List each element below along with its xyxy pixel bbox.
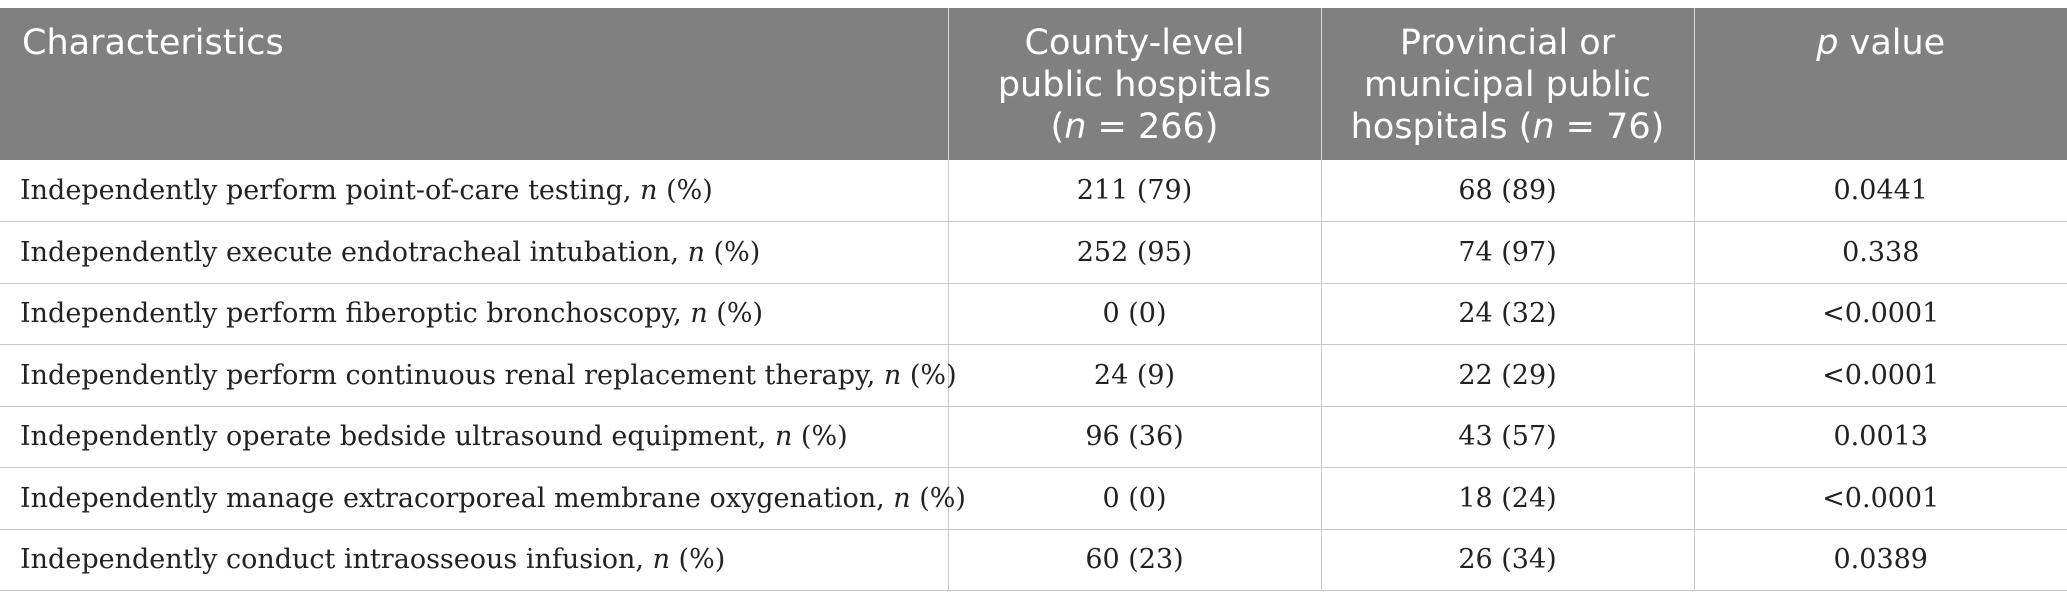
cell-provincial: 26 (34) xyxy=(1321,529,1695,591)
row-label-pct: (%) xyxy=(901,359,957,391)
cell-p-value: 0.0441 xyxy=(1694,160,2067,222)
row-label-n: n xyxy=(652,544,670,576)
row-label: Independently conduct intraosseous infus… xyxy=(0,529,949,591)
header-row: Characteristics County-level public hosp… xyxy=(0,8,2067,160)
cell-p-value: <0.0001 xyxy=(1694,467,2067,530)
row-label-text: Independently perform continuous renal r… xyxy=(20,359,884,391)
cell-p-value: 0.0389 xyxy=(1694,529,2067,591)
cell-provincial: 68 (89) xyxy=(1321,160,1695,222)
row-label-pct: (%) xyxy=(792,421,848,453)
results-table-container: Characteristics County-level public hosp… xyxy=(0,8,2067,591)
row-label-pct: (%) xyxy=(910,482,966,514)
row-label: Independently perform point-of-care test… xyxy=(0,160,949,222)
row-label: Independently perform continuous renal r… xyxy=(0,344,957,407)
cell-provincial: 74 (97) xyxy=(1321,221,1695,284)
row-label-text: Independently execute endotracheal intub… xyxy=(20,236,688,268)
row-label-pct: (%) xyxy=(657,175,713,206)
cell-provincial: 18 (24) xyxy=(1321,467,1695,530)
header-county-line1: County-level xyxy=(1024,23,1245,63)
cell-county: 0 (0) xyxy=(948,467,1322,530)
row-label-text: Independently perform fiberoptic broncho… xyxy=(20,298,691,330)
header-county-n: n xyxy=(1064,107,1087,147)
table-row: Independently perform fiberoptic broncho… xyxy=(0,283,2067,345)
row-label-pct: (%) xyxy=(704,236,761,268)
cell-p-value: 0.0013 xyxy=(1694,406,2067,468)
cell-county: 96 (36) xyxy=(948,406,1322,468)
header-characteristics-text: Characteristics xyxy=(22,23,284,63)
header-provincial-line3-pre: hospitals ( xyxy=(1350,107,1533,147)
row-label-text: Independently perform point-of-care test… xyxy=(20,175,641,206)
table-row: Independently perform point-of-care test… xyxy=(0,160,2067,222)
row-label-pct: (%) xyxy=(669,544,726,576)
cell-p-value: 0.338 xyxy=(1694,221,2067,284)
row-label-n: n xyxy=(690,298,708,330)
cell-county: 60 (23) xyxy=(948,529,1322,591)
header-p-rest: value xyxy=(1838,23,1946,63)
header-provincial-line1: Provincial or xyxy=(1399,23,1616,63)
cell-county: 252 (95) xyxy=(948,221,1322,284)
cell-county: 211 (79) xyxy=(948,160,1322,222)
table-header: Characteristics County-level public hosp… xyxy=(0,8,2067,160)
header-county-line3-rest: = 266) xyxy=(1086,107,1219,147)
results-table: Characteristics County-level public hosp… xyxy=(0,8,2067,591)
cell-provincial: 22 (29) xyxy=(1321,344,1695,407)
row-label: Independently operate bedside ultrasound… xyxy=(0,406,949,468)
row-label-text: Independently operate bedside ultrasound… xyxy=(20,421,775,453)
cell-county: 0 (0) xyxy=(948,283,1322,345)
table-body: Independently perform point-of-care test… xyxy=(0,160,2067,591)
cell-p-value: <0.0001 xyxy=(1694,344,2067,407)
table-row: Independently perform continuous renal r… xyxy=(0,344,2067,407)
header-county-line2: public hospitals xyxy=(997,65,1272,105)
row-label-text: Independently manage extracorporeal memb… xyxy=(20,482,894,514)
header-provincial: Provincial or municipal public hospitals… xyxy=(1321,8,1695,160)
cell-county: 24 (9) xyxy=(948,344,1322,407)
row-label-n: n xyxy=(774,421,793,453)
table-row: Independently execute endotracheal intub… xyxy=(0,221,2067,284)
cell-provincial: 24 (32) xyxy=(1321,283,1695,345)
header-p-value: p value xyxy=(1694,8,2067,160)
row-label: Independently perform fiberoptic broncho… xyxy=(0,283,949,345)
row-label-text: Independently conduct intraosseous infus… xyxy=(20,544,653,576)
table-row: Independently conduct intraosseous infus… xyxy=(0,529,2067,591)
row-label-n: n xyxy=(893,482,911,514)
header-provincial-line2: municipal public xyxy=(1364,65,1651,105)
row-label: Independently manage extracorporeal memb… xyxy=(0,467,966,530)
header-provincial-n: n xyxy=(1532,107,1555,147)
row-label-n: n xyxy=(687,236,705,268)
header-characteristics: Characteristics xyxy=(0,8,949,160)
cell-p-value: <0.0001 xyxy=(1694,283,2067,345)
header-county-level: County-level public hospitals (n = 266) xyxy=(948,8,1322,160)
row-label: Independently execute endotracheal intub… xyxy=(0,221,949,284)
header-p-letter: p xyxy=(1816,23,1839,63)
header-county-line3-open: ( xyxy=(1050,107,1065,147)
table-row: Independently operate bedside ultrasound… xyxy=(0,406,2067,468)
header-provincial-line3-rest: = 76) xyxy=(1554,107,1665,147)
row-label-n: n xyxy=(883,359,902,391)
row-label-pct: (%) xyxy=(707,298,764,330)
cell-provincial: 43 (57) xyxy=(1321,406,1695,468)
table-row: Independently manage extracorporeal memb… xyxy=(0,467,2067,530)
row-label-n: n xyxy=(640,175,658,206)
